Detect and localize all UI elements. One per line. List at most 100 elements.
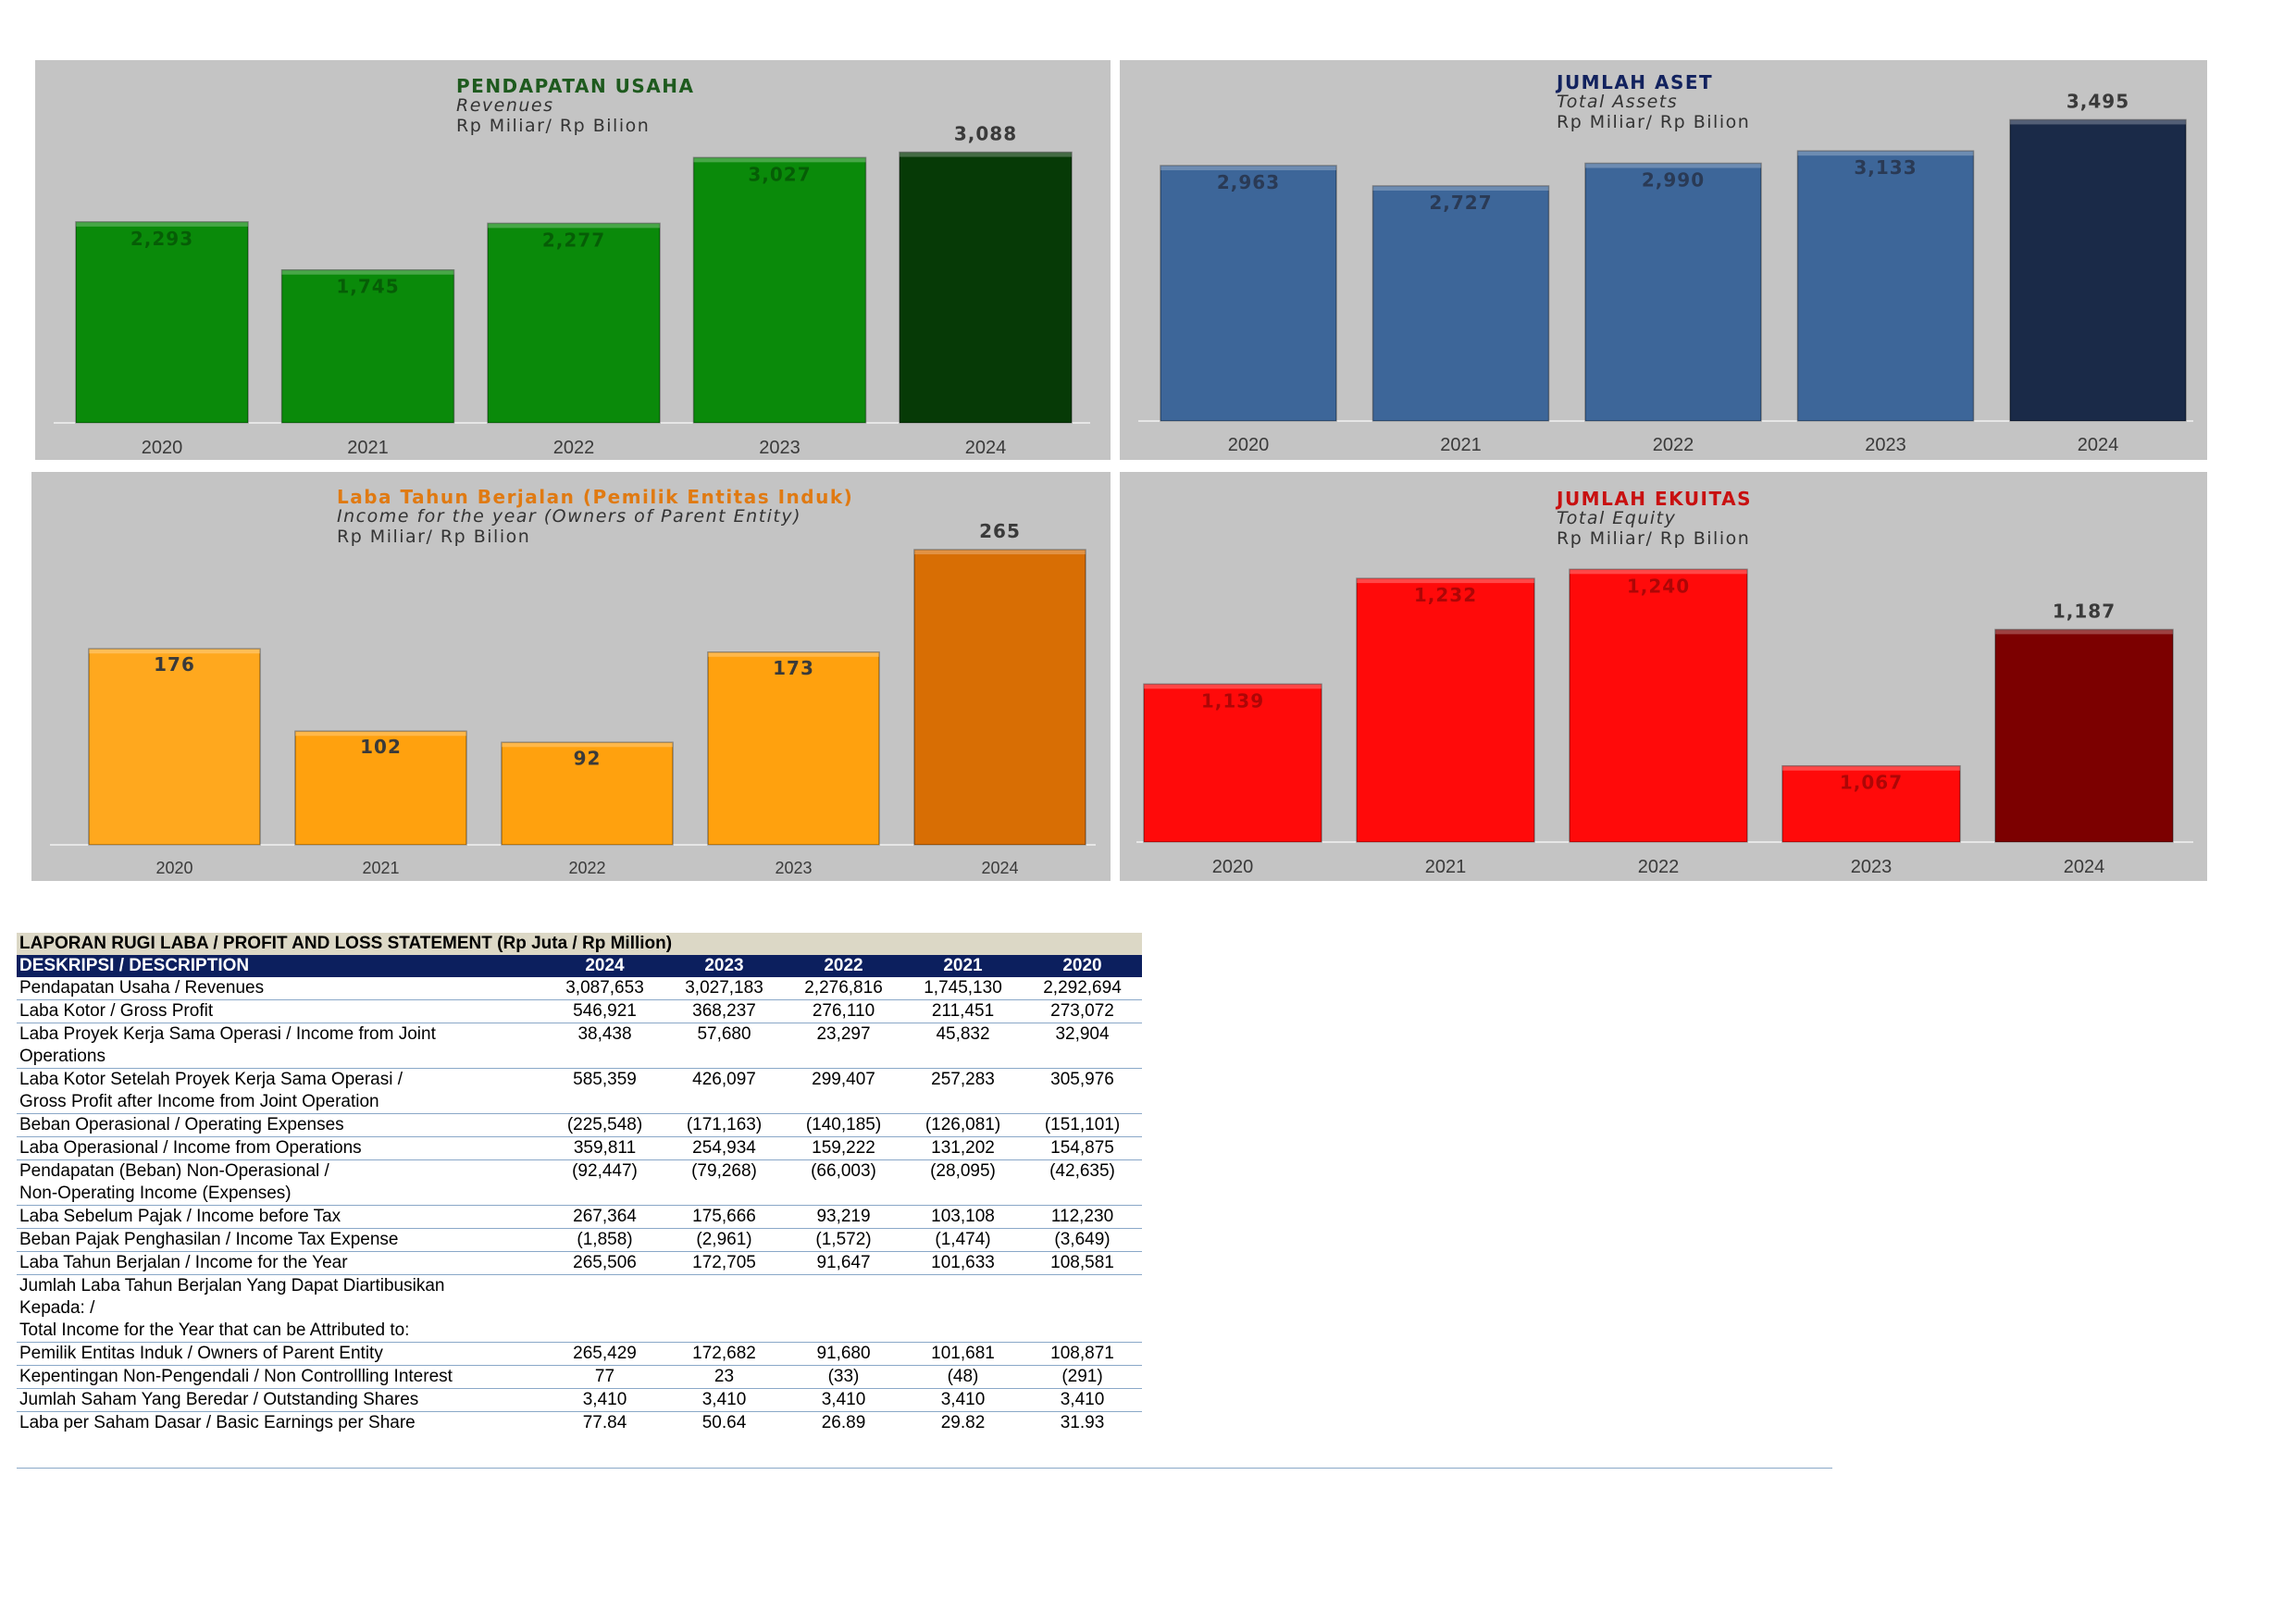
row-value: 1,745,130 <box>903 977 1023 1000</box>
bar-2024 <box>913 549 1086 846</box>
row-value: 32,904 <box>1023 1023 1142 1069</box>
row-value: 426,097 <box>664 1068 784 1114</box>
data-label: 265 <box>979 520 1021 542</box>
bar-highlight <box>295 731 466 737</box>
row-value: 2,276,816 <box>784 977 903 1000</box>
row-value <box>903 1388 1023 1389</box>
row-value: 159,222 <box>784 1136 903 1160</box>
bar-highlight <box>281 269 454 275</box>
data-label: 102 <box>360 736 402 758</box>
row-description: Laba Proyek Kerja Sama Operasi / Income … <box>17 1023 545 1069</box>
row-value: 112,230 <box>1023 1205 1142 1229</box>
column-header: 2024 <box>545 955 664 977</box>
data-label: 1,067 <box>1840 772 1903 794</box>
bar-2024 <box>1994 628 2174 843</box>
data-label: 2,293 <box>130 228 193 250</box>
tick-label: 2020 <box>1228 435 1270 455</box>
bar-2023 <box>692 156 867 424</box>
chart-subtitle: Revenues <box>456 95 554 117</box>
row-value: 50.64 <box>701 1413 747 1432</box>
tick-label: 2022 <box>1653 435 1694 455</box>
table-row: Laba Kotor / Gross Profit 546,921 368,237 2… <box>17 999 1142 1023</box>
row-value <box>545 1274 664 1343</box>
bar-highlight <box>1585 163 1761 168</box>
table-row: Laba Operasional / Income from Operation… <box>17 1136 1142 1160</box>
row-description: Laba Sebelum Pajak / Income before Tax <box>17 1205 545 1229</box>
row-value: 211,451 <box>903 999 1023 1023</box>
tick-label: 2024 <box>981 859 1018 877</box>
chart-subtitle: Total Assets <box>1557 92 1679 113</box>
tick-label: 2021 <box>1425 857 1467 877</box>
table-row: Laba Proyek Kerja Sama Operasi / Income … <box>17 1023 1142 1069</box>
bar-2020 <box>88 648 261 846</box>
row-description: Laba Operasional / Income from Operation… <box>17 1136 545 1160</box>
data-label: 2,963 <box>1217 171 1280 193</box>
table-bottom-rule <box>17 1468 1832 1469</box>
chart-title: Laba Tahun Berjalan (Pemilik Entitas Ind… <box>337 486 854 508</box>
row-value: 23 <box>714 1367 735 1386</box>
row-value: 257,283 <box>903 1068 1023 1114</box>
table-row: Laba Sebelum Pajak / Income before Tax 26… <box>17 1205 1142 1229</box>
data-label: 2,990 <box>1642 168 1705 191</box>
bar-2022 <box>1569 568 1748 843</box>
row-value: 108,871 <box>1023 1342 1142 1366</box>
row-value <box>664 1274 784 1343</box>
row-value: 3,410 <box>545 1388 664 1412</box>
data-label: 3,495 <box>2066 90 2129 112</box>
tick-label: 2022 <box>1638 857 1680 877</box>
row-value: (92,447) <box>545 1159 664 1206</box>
tick-label: 2023 <box>1865 435 1906 455</box>
table-row: Laba per Saham Dasar / Basic Earnings pe… <box>17 1412 1142 1435</box>
bar-2020 <box>1160 165 1337 422</box>
table-row: Kepentingan Non-Pengendali / Non Control… <box>17 1366 1142 1389</box>
table-row <box>17 1388 1142 1389</box>
data-label: 1,187 <box>2053 600 2116 622</box>
row-value: (126,081) <box>903 1113 1023 1137</box>
row-description: Pendapatan Usaha / Revenues <box>17 977 545 1000</box>
row-value: 3,410 <box>664 1388 784 1412</box>
row-description: Laba Kotor Setelah Proyek Kerja Sama Ope… <box>17 1068 545 1114</box>
table-row: Laba Tahun Berjalan / Income for the Yea… <box>17 1251 1142 1275</box>
tick-label: 2024 <box>2064 857 2105 877</box>
total-assets-chart-title-block: JUMLAH ASET Total Assets Rp Miliar/ Rp B… <box>1557 72 1750 132</box>
row-value: (2,961) <box>664 1228 784 1252</box>
revenues-chart-plot: 2,293 2020 1,745 2021 2,277 2022 3,027 2023 3,08… <box>54 123 1090 458</box>
table-row: Laba Kotor Setelah Proyek Kerja Sama Ope… <box>17 1068 1142 1114</box>
row-value: 77 <box>594 1367 615 1386</box>
income-for-year-chart: 176 2020 102 2021 92 2022 173 2023 265 2024 Laba … <box>31 472 1111 881</box>
row-value: 26.89 <box>821 1413 866 1432</box>
tick-label: 2023 <box>1851 857 1893 877</box>
data-label: 3,088 <box>954 123 1017 145</box>
data-label: 1,139 <box>1201 689 1264 712</box>
table-header-row: DESKRIPSI / DESCRIPTION 2024 2023 2022 2… <box>17 955 1142 977</box>
row-description: Jumlah Laba Tahun Berjalan Yang Dapat Di… <box>17 1274 545 1343</box>
row-value: 276,110 <box>784 999 903 1023</box>
row-value: 359,811 <box>545 1136 664 1160</box>
table-row: Beban Operasional / Operating Expenses (2… <box>17 1113 1142 1137</box>
chart-subtitle: Income for the year (Owners of Parent En… <box>337 506 802 527</box>
profit-loss-table: LAPORAN RUGI LABA / PROFIT AND LOSS STAT… <box>17 933 1142 1434</box>
row-value: 57,680 <box>664 1023 784 1069</box>
row-description: Beban Operasional / Operating Expenses <box>17 1113 545 1137</box>
row-value: 108,581 <box>1023 1251 1142 1275</box>
tick-label: 2021 <box>1440 435 1482 455</box>
row-value: 254,934 <box>664 1136 784 1160</box>
bar-2024 <box>899 151 1073 424</box>
row-value: 3,087,653 <box>545 977 664 1000</box>
tick-label: 2022 <box>568 859 605 877</box>
data-label: 2,277 <box>542 229 605 251</box>
row-value: 38,438 <box>545 1023 664 1069</box>
bar-2021 <box>294 730 467 846</box>
row-value <box>784 1388 903 1389</box>
bar-2023 <box>707 651 880 846</box>
chart-unit: Rp Miliar/ Rp Bilion <box>1557 111 1751 132</box>
table-title: LAPORAN RUGI LABA / PROFIT AND LOSS STAT… <box>17 933 1142 955</box>
row-description: Laba Kotor / Gross Profit <box>17 999 545 1023</box>
row-value: 2,292,694 <box>1023 977 1142 1000</box>
tick-label: 2020 <box>142 438 183 458</box>
tick-label: 2020 <box>155 859 192 877</box>
row-description <box>17 1388 545 1389</box>
table-row: Jumlah Saham Yang Beredar / Outstanding … <box>17 1388 1142 1412</box>
row-description: Jumlah Saham Yang Beredar / Outstanding … <box>17 1388 545 1412</box>
row-value: 3,027,183 <box>664 977 784 1000</box>
